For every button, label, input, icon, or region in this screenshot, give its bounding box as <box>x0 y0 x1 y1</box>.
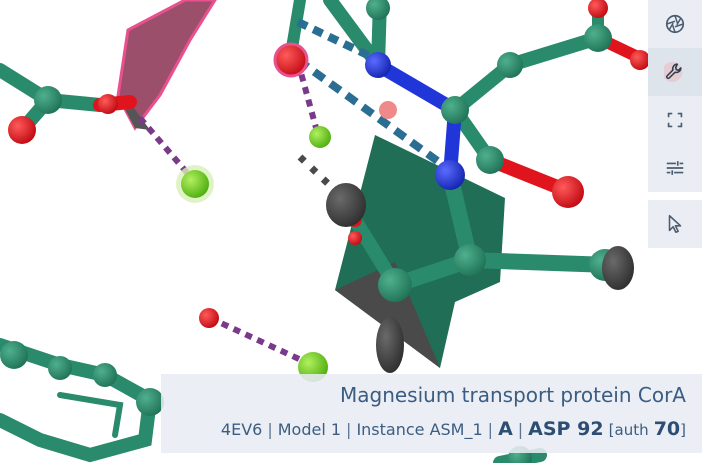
fullscreen-icon <box>667 112 683 128</box>
atom-magnesium <box>309 126 331 148</box>
instance-label: Instance ASM_1 <box>356 420 483 439</box>
atom-nitrogen <box>435 160 465 190</box>
chain-id: A <box>498 418 513 440</box>
atom-oxygen <box>552 176 584 208</box>
atom-oxygen <box>588 0 608 18</box>
auth-prefix: [auth <box>608 421 649 439</box>
atom-oxygen <box>348 231 362 245</box>
toolbar-group-top <box>648 0 702 192</box>
atom-shadow <box>326 183 366 227</box>
atom-carbon <box>584 24 612 52</box>
selection-info-panel: Magnesium transport protein CorA 4EV6 | Mo… <box>161 374 702 453</box>
atom-carbon <box>34 86 62 114</box>
atom-oxygen <box>98 94 118 114</box>
atom-carbon <box>136 388 164 416</box>
atom-oxygen-highlighted <box>273 42 309 78</box>
auth-number: 70 <box>653 418 681 440</box>
atom-carbon <box>497 52 523 78</box>
atom-shadow <box>602 246 634 290</box>
sliders-icon <box>666 161 684 175</box>
selection-mode-button[interactable] <box>648 200 702 248</box>
structure-title: Magnesium transport protein CorA <box>339 383 686 407</box>
settings-button[interactable] <box>648 144 702 192</box>
cursor-icon <box>668 214 682 234</box>
viewer-toolbar <box>648 0 702 256</box>
atoms[interactable] <box>0 0 650 463</box>
selection-details: 4EV6 | Model 1 | Instance ASM_1 | A | ASP 92 [au… <box>220 418 686 440</box>
pdb-id: 4EV6 <box>220 420 263 439</box>
expand-button[interactable] <box>648 96 702 144</box>
atom-nitrogen <box>365 52 391 78</box>
atom-carbon <box>476 146 504 174</box>
atom-shadow <box>376 317 404 373</box>
atom-oxygen <box>8 116 36 144</box>
residue-label: ASP 92 <box>528 418 604 440</box>
atom-oxygen <box>630 50 650 70</box>
atom-carbon <box>454 244 486 276</box>
model-label: Model 1 <box>277 420 342 439</box>
screenshot-button[interactable] <box>648 0 702 48</box>
wrench-icon <box>664 61 683 83</box>
toolbar-group-bottom <box>648 200 702 248</box>
aperture-icon <box>665 14 685 34</box>
tools-button[interactable] <box>648 48 702 96</box>
atom-oxygen <box>199 308 219 328</box>
highlighted-strand <box>116 0 217 131</box>
atom-carbon <box>366 0 390 20</box>
atom-magnesium <box>181 170 209 198</box>
atom-carbon <box>378 268 412 302</box>
atom-carbon <box>93 363 117 387</box>
atom-carbon <box>48 356 72 380</box>
atom-hydrogen <box>379 101 397 119</box>
atom-carbon <box>0 341 28 369</box>
atom-carbon <box>441 96 469 124</box>
